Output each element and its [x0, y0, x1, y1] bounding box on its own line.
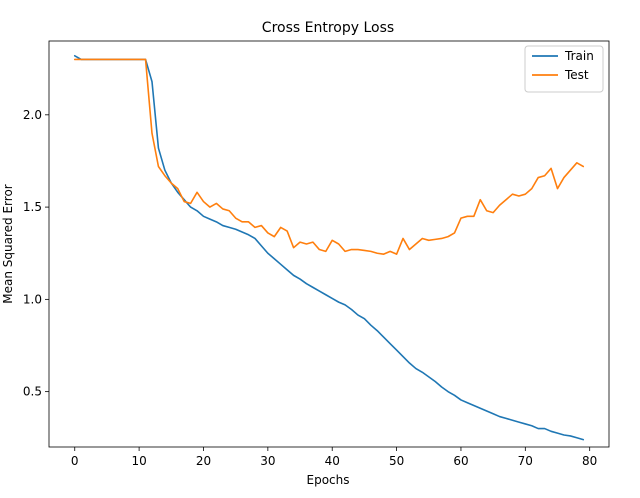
- legend-label: Train: [564, 49, 594, 63]
- y-tick-label: 0.5: [23, 385, 42, 399]
- series-line-train: [73, 54, 585, 441]
- y-tick-label: 2.0: [23, 108, 42, 122]
- x-tick-label: 30: [260, 454, 275, 468]
- y-tick-label: 1.0: [23, 292, 42, 306]
- x-tick-label: 60: [453, 454, 468, 468]
- series-line-test: [73, 58, 585, 255]
- plot-area: [73, 54, 585, 441]
- chart-title: Cross Entropy Loss: [262, 20, 394, 36]
- plot-frame: [48, 40, 610, 448]
- legend-box: [524, 45, 604, 93]
- x-axis-label: Epochs: [307, 473, 350, 487]
- legend-label: Test: [564, 68, 589, 82]
- x-tick-label: 80: [582, 454, 597, 468]
- x-axis: 0 10 20 30 40 50 60 70 80: [71, 447, 597, 468]
- y-axis: 0.5 1.0 1.5 2.0: [23, 108, 49, 399]
- x-tick-label: 20: [196, 454, 211, 468]
- x-tick-label: 50: [389, 454, 404, 468]
- x-tick-label: 0: [71, 454, 79, 468]
- y-axis-label: Mean Squared Error: [1, 184, 15, 304]
- x-tick-label: 70: [518, 454, 533, 468]
- legend: Train Test: [524, 45, 604, 93]
- y-tick-label: 1.5: [23, 200, 42, 214]
- x-tick-label: 40: [325, 454, 340, 468]
- x-tick-label: 10: [131, 454, 146, 468]
